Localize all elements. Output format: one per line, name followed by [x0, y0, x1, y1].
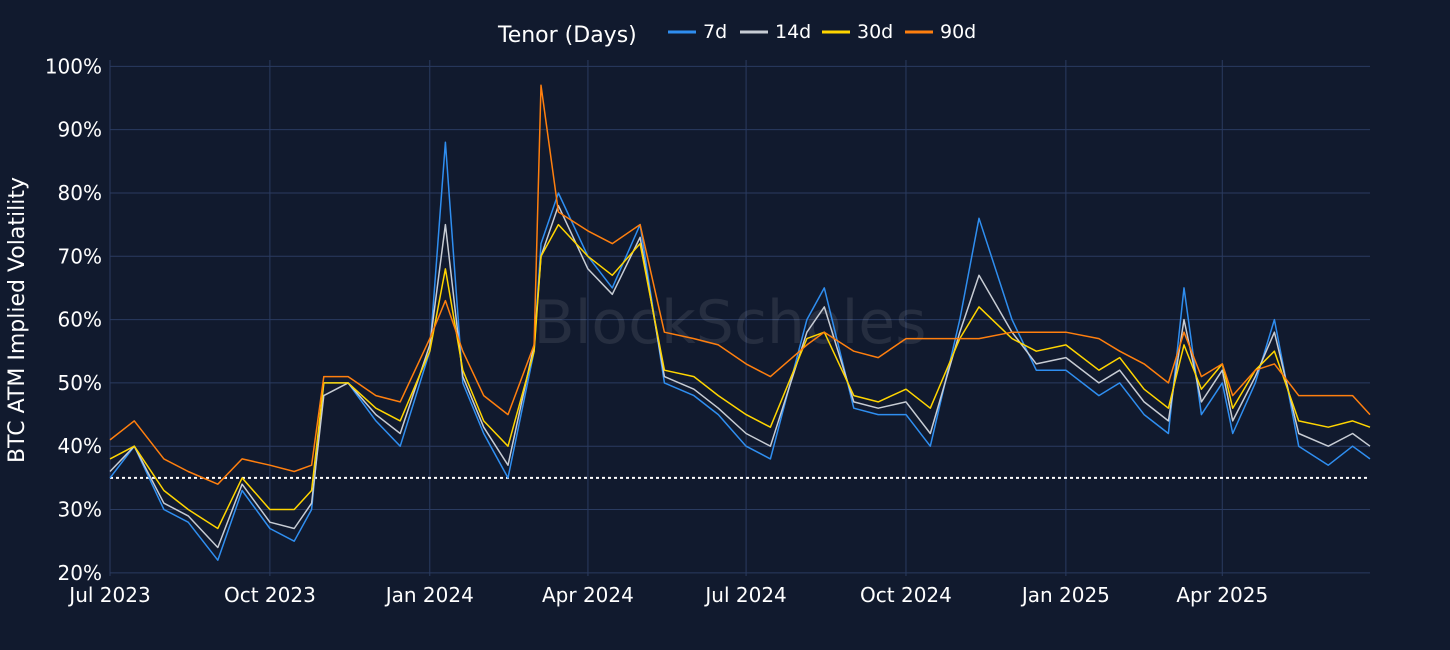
- y-tick-label: 40%: [58, 434, 102, 458]
- series-line-30d: [109, 223, 1371, 530]
- y-tick-label: 80%: [58, 181, 102, 205]
- y-axis-ticks: 20% 30% 40% 50% 60% 70% 80% 90% 100%: [45, 54, 102, 585]
- grid-layer: [109, 60, 1370, 576]
- x-tick-label: Oct 2024: [860, 583, 952, 607]
- legend: Tenor (Days) 7d 14d 30d 90d: [497, 21, 976, 48]
- legend-item-7d[interactable]: 7d: [668, 21, 727, 43]
- y-tick-label: 30%: [58, 498, 102, 522]
- y-tick-label: 60%: [58, 308, 102, 332]
- legend-item-90d[interactable]: 90d: [905, 21, 976, 43]
- series-line-90d: [109, 84, 1371, 485]
- legend-items: 7d 14d 30d 90d: [668, 21, 976, 43]
- y-tick-label: 70%: [58, 244, 102, 268]
- x-tick-label: Jan 2024: [384, 583, 474, 607]
- x-tick-label: Jul 2024: [703, 583, 786, 607]
- y-axis-title: BTC ATM Implied Volatility: [5, 177, 30, 463]
- x-tick-label: Apr 2024: [542, 583, 634, 607]
- legend-label-30d: 30d: [857, 21, 893, 43]
- y-tick-label: 20%: [58, 561, 102, 585]
- x-tick-label: Oct 2023: [224, 583, 316, 607]
- legend-title: Tenor (Days): [497, 23, 637, 48]
- y-tick-label: 100%: [45, 54, 102, 78]
- legend-item-14d[interactable]: 14d: [740, 21, 811, 43]
- x-tick-label: Jan 2025: [1020, 583, 1110, 607]
- x-tick-label: Apr 2025: [1176, 583, 1268, 607]
- y-tick-label: 50%: [58, 371, 102, 395]
- x-axis-ticks: Jul 2023 Oct 2023 Jan 2024 Apr 2024 Jul 2024…: [67, 583, 1268, 607]
- legend-label-7d: 7d: [703, 21, 727, 43]
- x-tick-label: Jul 2023: [67, 583, 150, 607]
- series-line-14d: [109, 204, 1371, 549]
- legend-label-14d: 14d: [775, 21, 811, 43]
- series-layer: [109, 84, 1371, 561]
- legend-label-90d: 90d: [940, 21, 976, 43]
- y-tick-label: 90%: [58, 118, 102, 142]
- legend-item-30d[interactable]: 30d: [822, 21, 893, 43]
- watermark-text: BlockScholes: [534, 288, 927, 358]
